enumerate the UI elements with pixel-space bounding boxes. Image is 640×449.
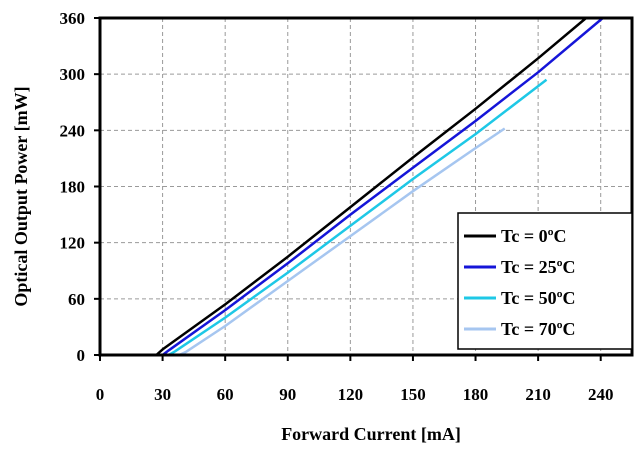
legend-label: Tc = 70ºC <box>501 319 576 339</box>
y-tick-label: 240 <box>60 121 86 140</box>
x-tick-label: 30 <box>154 385 171 404</box>
x-tick-label: 210 <box>525 385 551 404</box>
series-line-2 <box>100 17 604 356</box>
x-tick-label: 180 <box>463 385 489 404</box>
y-tick-label: 360 <box>60 9 86 28</box>
y-tick-label: 60 <box>68 290 85 309</box>
legend: Tc = 0ºC Tc = 25ºC Tc = 50ºC Tc = 70ºC <box>457 212 633 350</box>
x-tick-label: 0 <box>96 385 105 404</box>
y-tick-label: 120 <box>60 234 86 253</box>
series-line-4 <box>100 127 506 356</box>
legend-label: Tc = 0ºC <box>501 226 567 246</box>
y-tick-label: 0 <box>77 346 86 365</box>
series-line-1 <box>100 17 587 356</box>
x-tick-labels: 0 30 60 90 120 150 180 210 240 <box>96 355 614 404</box>
y-axis-title: Optical Output Power [mW] <box>11 86 31 306</box>
x-tick-label: 90 <box>279 385 296 404</box>
x-tick-label: 60 <box>217 385 234 404</box>
y-tick-labels: 0 60 120 180 240 300 360 <box>60 9 100 365</box>
x-tick-label: 240 <box>588 385 614 404</box>
x-tick-label: 120 <box>338 385 364 404</box>
y-tick-label: 180 <box>60 178 86 197</box>
x-axis-title: Forward Current [mA] <box>281 424 461 444</box>
x-tick-label: 150 <box>400 385 426 404</box>
y-tick-label: 300 <box>60 65 86 84</box>
legend-label: Tc = 25ºC <box>501 257 576 277</box>
legend-label: Tc = 50ºC <box>501 288 576 308</box>
